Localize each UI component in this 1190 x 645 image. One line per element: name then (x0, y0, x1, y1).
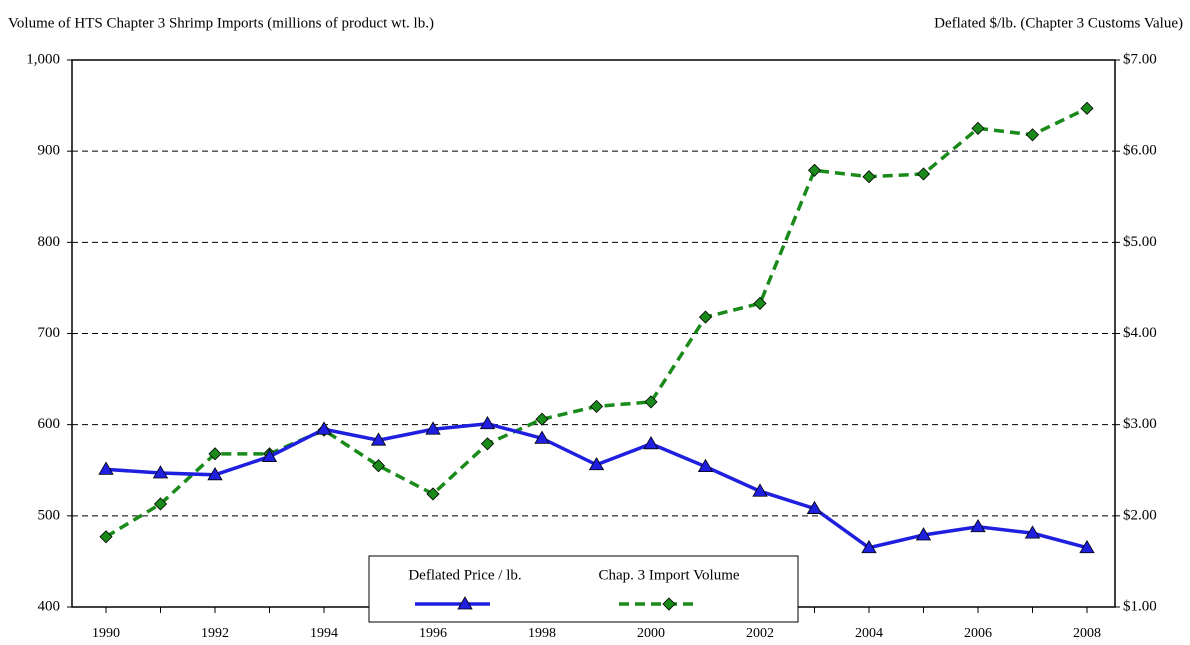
triangle-marker (1079, 539, 1095, 554)
y-tick-label: 1,000 (26, 51, 60, 67)
diamond-marker (99, 530, 113, 544)
triangle-marker (152, 465, 169, 479)
triangle-marker (98, 461, 114, 475)
diamond-marker (807, 163, 822, 177)
triangle-marker (479, 415, 496, 430)
diamond-marker (644, 395, 658, 409)
diamond-marker (971, 121, 985, 135)
x-tick-label: 1994 (310, 626, 338, 641)
triangle-marker (806, 500, 823, 514)
diamond-marker (1025, 128, 1040, 142)
y-tick-label: 900 (38, 143, 61, 159)
x-tick-label: 2002 (746, 626, 774, 641)
y2-tick-label: $7.00 (1123, 51, 1157, 67)
triangle-marker (261, 448, 278, 462)
x-tick-label: 2006 (964, 626, 992, 641)
x-tick-label: 1990 (92, 626, 120, 641)
diamond-marker (698, 310, 713, 324)
diamond-marker (916, 167, 931, 181)
y2-axis-title: Deflated $/lb. (Chapter 3 Customs Value) (934, 15, 1183, 31)
triangle-marker (752, 483, 768, 497)
y-tick-label: 700 (38, 325, 61, 341)
diamond-marker (862, 170, 876, 184)
series-line (105, 421, 1088, 550)
y2-tick-label: $5.00 (1123, 234, 1157, 250)
triangle-marker (588, 456, 605, 471)
diamond-marker (371, 459, 386, 473)
diamond-marker (426, 487, 440, 501)
legend-label: Deflated Price / lb. (408, 567, 521, 583)
triangle-marker (643, 436, 659, 450)
x-tick-label: 2000 (637, 626, 665, 641)
x-tick-label: 1992 (201, 626, 229, 641)
series-line (105, 106, 1088, 539)
triangle-marker (915, 527, 932, 541)
y2-tick-label: $2.00 (1123, 507, 1157, 523)
triangle-marker (457, 596, 473, 610)
y2-tick-label: $4.00 (1123, 325, 1157, 341)
triangle-marker (534, 430, 550, 444)
y2-tick-label: $3.00 (1123, 416, 1157, 432)
triangle-marker (370, 432, 387, 446)
y-tick-label: 800 (38, 234, 61, 250)
x-tick-label: 2008 (1073, 626, 1101, 641)
x-tick-label: 2004 (855, 626, 883, 641)
legend-label: Chap. 3 Import Volume (598, 567, 739, 583)
triangle-marker (316, 421, 332, 435)
diamond-marker (589, 399, 604, 413)
x-tick-label: 1996 (419, 626, 447, 641)
diamond-marker (535, 412, 549, 426)
triangle-marker (207, 467, 223, 481)
y2-tick-label: $1.00 (1123, 598, 1157, 614)
triangle-marker (1024, 525, 1041, 539)
diamond-marker (662, 597, 676, 611)
y2-tick-label: $6.00 (1123, 143, 1157, 159)
y-tick-label: 500 (38, 507, 61, 523)
triangle-marker (861, 539, 877, 554)
x-tick-label: 1998 (528, 626, 556, 641)
diamond-marker (480, 437, 495, 451)
triangle-marker (970, 518, 986, 533)
y-tick-label: 400 (38, 598, 61, 614)
diamond-marker (208, 447, 222, 461)
diamond-marker (1080, 101, 1094, 115)
diamond-marker (753, 296, 767, 310)
legend-box (368, 555, 799, 623)
triangle-marker (425, 421, 441, 435)
diamond-marker (153, 497, 168, 511)
y-axis-title: Volume of HTS Chapter 3 Shrimp Imports (… (8, 15, 434, 31)
triangle-marker (697, 458, 714, 473)
y-tick-label: 600 (38, 416, 61, 432)
